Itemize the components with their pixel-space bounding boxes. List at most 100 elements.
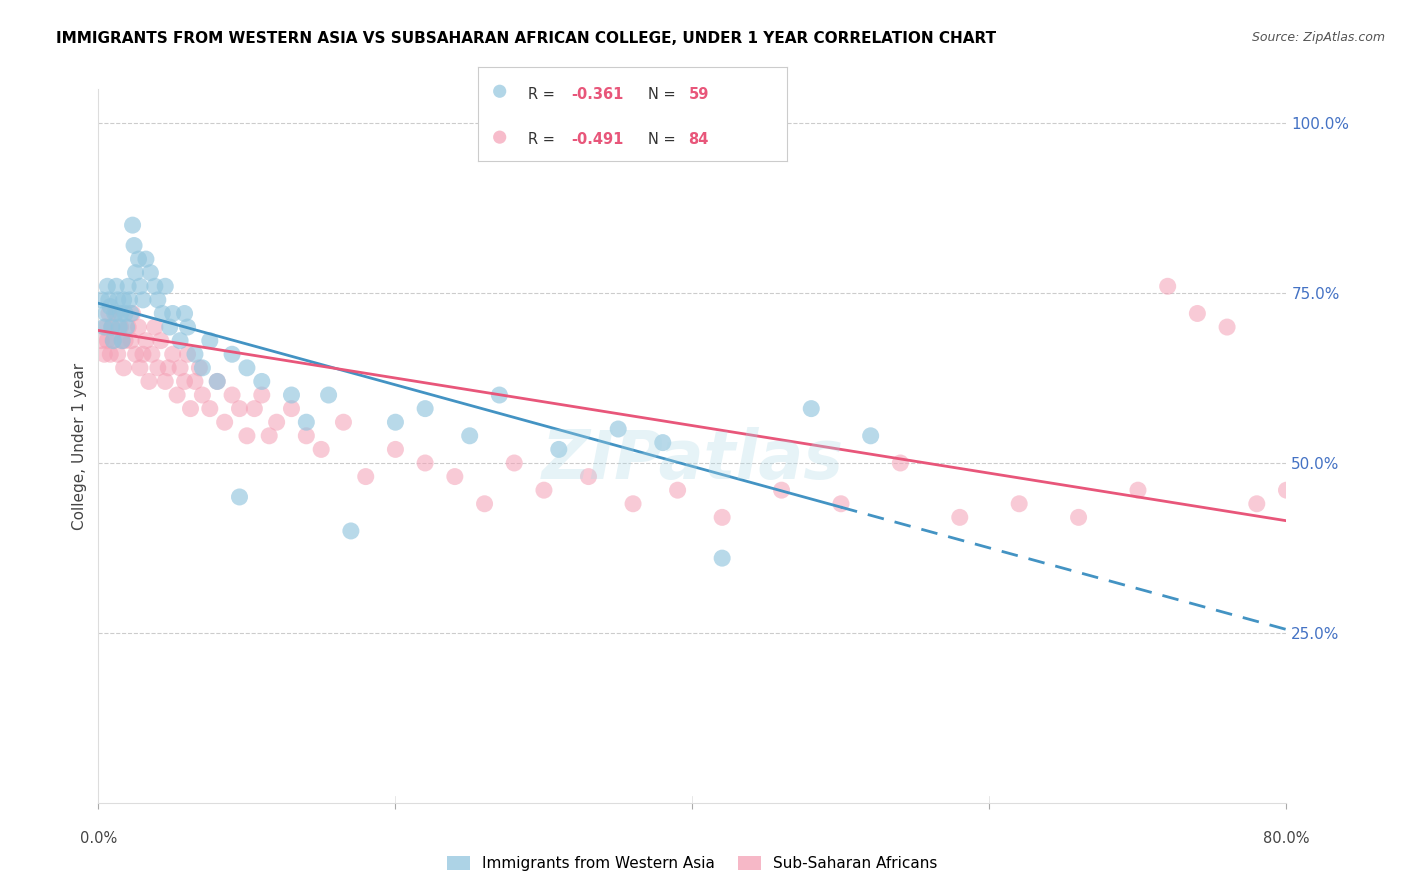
Point (104, 306, 127, 320)
Point (250, 388, 273, 402)
Point (159, 320, 181, 334)
Point (132, 293, 155, 307)
Point (221, 388, 243, 402)
Point (184, 375, 207, 389)
Text: 84: 84 (689, 132, 709, 147)
Point (413, 456, 436, 470)
Point (1305, 510, 1327, 524)
Point (96, 279, 118, 293)
Point (128, 320, 150, 334)
Point (711, 551, 734, 566)
Point (112, 360, 135, 375)
Point (105, 306, 128, 320)
Text: 59: 59 (689, 87, 709, 103)
Point (135, 334, 157, 348)
Point (146, 360, 169, 375)
Point (143, 279, 166, 293)
Point (1246, 497, 1268, 511)
Point (266, 415, 288, 429)
Point (94, 320, 117, 334)
Point (318, 388, 340, 402)
Point (191, 360, 214, 375)
Point (110, 320, 132, 334)
Point (132, 347, 155, 361)
Point (1008, 497, 1031, 511)
Point (110, 306, 132, 320)
Point (117, 320, 139, 334)
Point (97, 293, 120, 307)
Point (830, 497, 852, 511)
Point (155, 279, 177, 293)
Point (90, 334, 112, 348)
Point (93, 320, 115, 334)
Point (176, 347, 198, 361)
Point (458, 429, 481, 443)
Point (280, 388, 302, 402)
Point (533, 483, 555, 498)
Point (111, 334, 134, 348)
Point (135, 252, 157, 266)
Point (96, 334, 118, 348)
Point (207, 375, 229, 389)
Point (1156, 279, 1178, 293)
Point (120, 306, 142, 320)
Point (173, 375, 195, 389)
Point (124, 347, 146, 361)
Point (384, 442, 406, 457)
Point (120, 334, 142, 348)
Point (98, 300, 121, 314)
Point (214, 415, 236, 429)
Legend: Immigrants from Western Asia, Sub-Saharan Africans: Immigrants from Western Asia, Sub-Sahara… (441, 850, 943, 877)
Point (169, 360, 191, 375)
Point (354, 469, 377, 483)
Point (141, 347, 163, 361)
Point (413, 401, 436, 416)
Point (859, 429, 882, 443)
Point (155, 375, 177, 389)
Point (107, 347, 129, 361)
Point (124, 266, 146, 280)
Y-axis label: College, Under 1 year: College, Under 1 year (72, 362, 87, 530)
Point (101, 320, 124, 334)
Point (94, 306, 117, 320)
Point (1364, 456, 1386, 470)
Point (770, 483, 793, 498)
Point (384, 415, 406, 429)
Point (1395, 551, 1406, 566)
Text: R =: R = (527, 87, 560, 103)
Point (1126, 483, 1149, 498)
Point (108, 320, 131, 334)
Text: IMMIGRANTS FROM WESTERN ASIA VS SUBSAHARAN AFRICAN COLLEGE, UNDER 1 YEAR CORRELA: IMMIGRANTS FROM WESTERN ASIA VS SUBSAHAR… (56, 31, 997, 46)
Point (236, 429, 259, 443)
Point (112, 293, 135, 307)
Text: ZIPatlas: ZIPatlas (541, 427, 844, 493)
Point (1067, 510, 1090, 524)
Point (103, 334, 125, 348)
Point (295, 415, 318, 429)
Point (162, 347, 184, 361)
Point (176, 320, 198, 334)
Point (98, 347, 121, 361)
Point (243, 401, 266, 416)
Text: 0.0%: 0.0% (80, 831, 117, 847)
Point (488, 130, 510, 145)
Point (173, 306, 195, 320)
Point (107, 293, 129, 307)
Point (184, 347, 207, 361)
Point (114, 306, 136, 320)
Point (228, 490, 250, 504)
Point (198, 334, 221, 348)
Point (309, 442, 332, 457)
Point (607, 422, 630, 436)
Point (191, 388, 214, 402)
Point (103, 334, 125, 348)
Point (1275, 483, 1298, 498)
Point (800, 401, 823, 416)
Point (228, 401, 250, 416)
Point (949, 510, 972, 524)
Point (157, 360, 180, 375)
Point (150, 306, 173, 320)
Point (101, 320, 124, 334)
Point (250, 375, 273, 389)
Point (115, 320, 138, 334)
